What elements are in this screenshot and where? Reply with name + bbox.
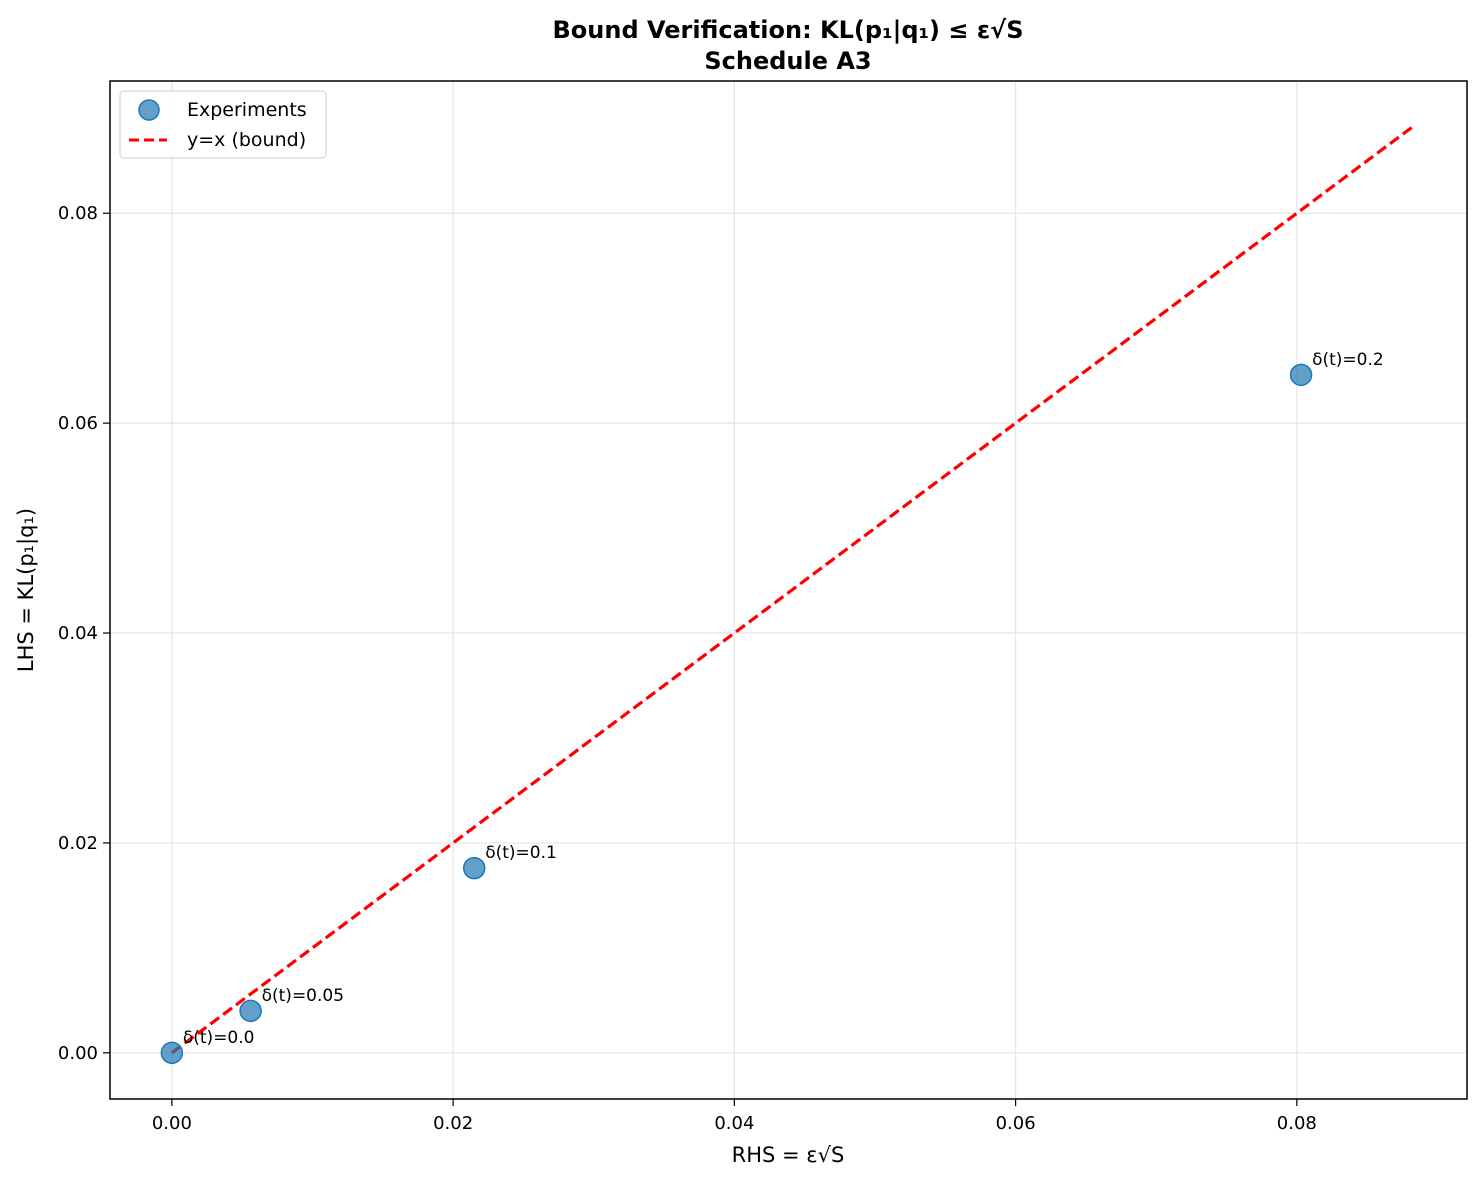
data-point xyxy=(160,1041,184,1065)
y-tick-label: 0.04 xyxy=(58,623,98,644)
y-tick-label: 0.06 xyxy=(58,413,98,434)
legend-label-experiments: Experiments xyxy=(187,99,307,121)
x-tick-label: 0.02 xyxy=(433,1113,473,1134)
data-point xyxy=(462,856,486,880)
point-annotation: δ(t)=0.1 xyxy=(485,843,557,863)
y-tick-label: 0.08 xyxy=(58,203,98,224)
grid xyxy=(110,81,1467,1099)
legend-label-bound: y=x (bound) xyxy=(187,129,306,151)
point-annotation: δ(t)=0.0 xyxy=(183,1028,255,1048)
data-point xyxy=(1289,363,1313,387)
chart-subtitle: Schedule A3 xyxy=(704,47,871,75)
data-point xyxy=(239,999,262,1023)
x-tick-label: 0.08 xyxy=(1277,1113,1317,1134)
y-axis-label: LHS = KL(p₁|q₁) xyxy=(14,508,39,672)
bound-line xyxy=(170,124,1415,1055)
plot-frame xyxy=(109,80,1468,1100)
y-axis-ticks: 0.00 0.02 0.04 0.06 0.08 xyxy=(58,203,110,1064)
x-axis-label: RHS = ε√S xyxy=(732,1143,845,1167)
chart-title: Bound Verification: KL(p₁|q₁) ≤ ε√S xyxy=(553,16,1024,44)
legend-box xyxy=(119,90,327,159)
x-axis-ticks: 0.00 0.02 0.04 0.06 0.08 xyxy=(152,1099,1317,1134)
legend-marker-experiments xyxy=(138,99,160,121)
points-layer xyxy=(160,363,1313,1065)
y-tick-label: 0.02 xyxy=(58,833,98,854)
legend: Experiments y=x (bound) xyxy=(119,90,327,159)
point-annotation: δ(t)=0.05 xyxy=(262,986,344,1006)
x-tick-label: 0.04 xyxy=(714,1113,754,1134)
y-tick-label: 0.00 xyxy=(58,1043,98,1064)
annotations-layer: δ(t)=0.0 δ(t)=0.05 δ(t)=0.1 δ(t)=0.2 xyxy=(183,350,1384,1048)
x-tick-label: 0.00 xyxy=(152,1113,192,1134)
point-annotation: δ(t)=0.2 xyxy=(1312,350,1384,370)
x-tick-label: 0.06 xyxy=(996,1113,1036,1134)
bound-line-layer xyxy=(170,124,1415,1055)
